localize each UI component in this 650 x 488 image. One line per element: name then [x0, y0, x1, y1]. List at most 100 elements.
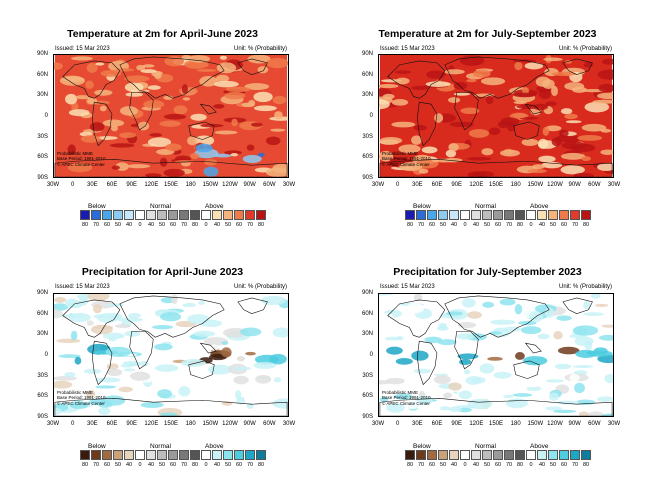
probability-area [489, 331, 502, 335]
probability-area [545, 125, 562, 132]
probability-area [569, 373, 580, 382]
legend-tick: 70 [505, 222, 513, 228]
legend-normal-label: Normal [150, 443, 171, 450]
longitude-label: 60E [106, 182, 118, 188]
probability-area [466, 157, 492, 161]
legend-tick: 80 [516, 222, 524, 228]
legend-swatch [146, 450, 156, 460]
continent-outline [513, 360, 540, 379]
probability-area [514, 61, 523, 71]
probability-area [102, 332, 125, 340]
longitude-label: 60W [588, 421, 601, 427]
probability-area [266, 310, 279, 316]
probability-area [413, 368, 431, 374]
continent-outline [91, 101, 113, 147]
probability-area [247, 55, 271, 64]
probability-area [70, 330, 78, 341]
legend-swatch [113, 450, 123, 460]
probability-area [213, 104, 225, 109]
probability-area [503, 394, 514, 398]
probability-area [85, 80, 94, 89]
probability-area [147, 85, 161, 90]
latitude-label: 0 [44, 113, 48, 119]
probability-area [527, 169, 547, 174]
continent-outline [188, 360, 215, 379]
probability-area [195, 143, 213, 153]
probability-area [187, 55, 211, 63]
probability-area [123, 368, 136, 372]
probability-area [257, 152, 265, 157]
probability-area [173, 105, 188, 115]
probability-area [200, 123, 224, 128]
legend-swatch [482, 210, 492, 220]
latitude-label: 60N [361, 71, 373, 78]
continent-outline [188, 121, 215, 140]
probability-area [535, 76, 551, 87]
latitude-label: 30S [362, 133, 373, 140]
probability-area [571, 86, 587, 93]
continent-outline [379, 158, 613, 177]
probability-area [592, 99, 613, 104]
unit-label: Unit: % (Probability) [558, 284, 612, 290]
probability-area [545, 406, 563, 411]
legend-below-label: Below [413, 203, 431, 210]
probability-area [542, 126, 550, 136]
legend-normal-label: Normal [475, 443, 496, 450]
legend-normal-label: Normal [475, 203, 496, 210]
probability-area [263, 348, 275, 355]
probability-area [572, 172, 595, 177]
map-note: © APEC Climate Center [57, 161, 105, 167]
probability-area [513, 92, 536, 98]
map-note: Probabilistic MME [57, 150, 94, 156]
legend-tick: 0 [529, 462, 533, 468]
continent-outline [444, 56, 550, 99]
legend-tick: 50 [549, 222, 557, 228]
probability-area [159, 312, 182, 322]
forecast-map-graphic [379, 55, 613, 177]
probability-area [159, 120, 181, 127]
longitude-label: 180 [510, 421, 521, 427]
probability-area [117, 317, 143, 323]
legend-swatch [482, 450, 492, 460]
probability-area [154, 364, 179, 372]
legend-tick: 80 [81, 462, 89, 468]
longitude-label: 90W [243, 421, 256, 427]
probability-area [583, 312, 605, 317]
legend-normal-label: Normal [150, 203, 171, 210]
longitude-label: 90E [126, 421, 137, 427]
legend-tick: 70 [246, 462, 254, 468]
legend-tick: 70 [92, 222, 100, 228]
probability-area [145, 173, 162, 177]
probability-area [119, 132, 137, 139]
map-note: © APEC Climate Center [382, 400, 430, 406]
panel-title: Temperature at 2m for July-September 202… [378, 28, 597, 40]
legend-tick: 40 [213, 462, 221, 468]
probability-area [207, 364, 232, 375]
probability-area [96, 136, 118, 141]
legend-tick: 60 [169, 462, 177, 468]
probability-area [181, 359, 206, 367]
panel-title: Precipitation for April-June 2023 [81, 266, 244, 278]
longitude-label: 150E [488, 421, 504, 427]
probability-area [143, 100, 165, 109]
legend-tick: 40 [450, 462, 458, 468]
probability-area [189, 152, 200, 160]
legend-tick: 80 [406, 222, 414, 228]
longitude-label: 30W [607, 182, 621, 188]
map-note: Base Period: 1991-2010 [382, 156, 431, 161]
probability-area [458, 390, 472, 400]
probability-area [503, 326, 521, 332]
probability-area [235, 345, 248, 350]
latitude-label: 30N [36, 92, 48, 99]
forecast-map: Probabilistic MME Base Period: 1991-2010 ©… [378, 54, 614, 178]
probability-area [152, 324, 174, 330]
panel-title: Temperature at 2m for April-June 2023 [67, 28, 258, 40]
probability-area [140, 401, 164, 409]
probability-area [215, 74, 230, 83]
probability-area [120, 106, 138, 116]
probability-area [598, 83, 613, 93]
forecast-panel: Temperature at 2m for July-September 202… [325, 0, 650, 244]
legend-tick: 50 [224, 222, 232, 228]
probability-area [391, 121, 416, 128]
legend-swatch [212, 210, 222, 220]
